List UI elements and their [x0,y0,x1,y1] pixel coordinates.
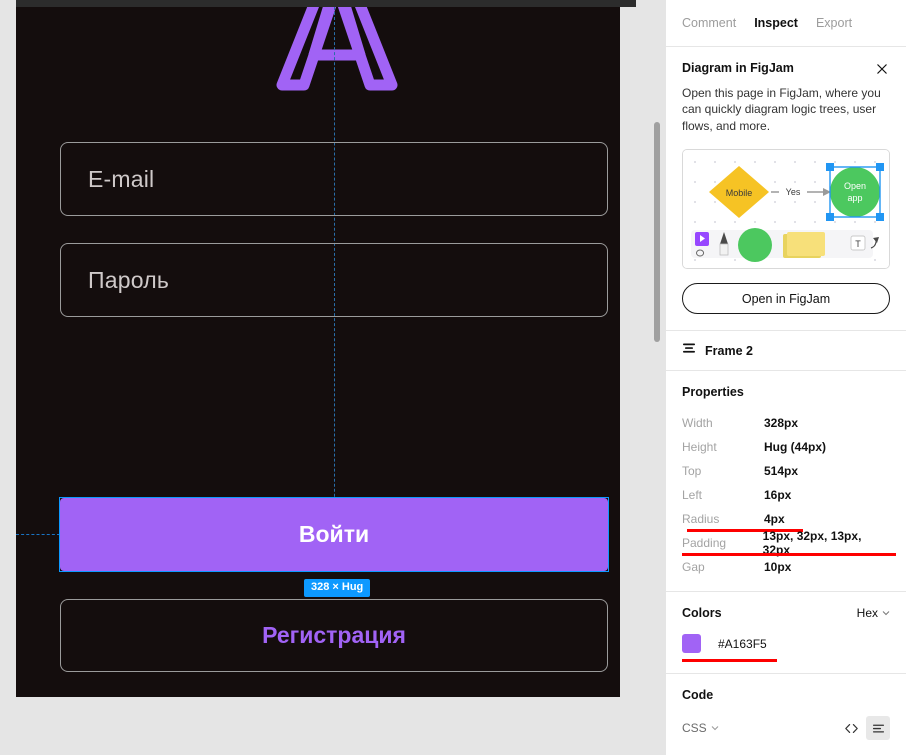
figjam-description: Open this page in FigJam, where you can … [682,86,881,133]
open-in-figjam-button[interactable]: Open in FigJam [682,283,890,315]
register-button[interactable]: Регистрация [60,599,608,672]
property-label: Width [682,416,713,431]
figjam-preview-image: Mobile Yes Open app [682,149,890,270]
code-title: Code [682,688,714,703]
properties-title: Properties [682,385,744,400]
property-value: 514px [764,464,799,479]
tab-export[interactable]: Export [815,16,853,30]
colors-header: Colors Hex [682,606,890,620]
code-section: Code CSS [666,673,906,750]
canvas-vertical-scrollbar[interactable] [654,122,660,342]
svg-text:Mobile: Mobile [726,188,753,198]
login-button[interactable]: Войти [60,498,608,571]
property-row-width: Width 328px [682,411,890,435]
property-row-gap: Gap 10px [682,555,890,579]
property-label: Padding [682,536,727,551]
color-entry[interactable]: #A163F5 [682,634,890,663]
password-field[interactable]: Пароль [60,243,608,317]
layer-name: Frame 2 [705,343,753,358]
colors-section: Colors Hex #A163F5 [666,592,906,665]
tab-inspect[interactable]: Inspect [754,16,798,30]
code-language-label: CSS [682,721,707,736]
figjam-card-header: Diagram in FigJam [682,61,890,77]
alignment-guide-horizontal [16,534,60,535]
login-button-label: Войти [298,521,370,547]
color-swatch [682,634,701,654]
code-brackets-icon[interactable] [839,716,863,740]
code-view-toggle [839,716,890,741]
property-label: Gap [682,560,705,575]
alignment-guide-vertical [334,7,335,567]
highlight-underline-padding [682,553,896,557]
property-value: 10px [764,560,792,575]
auto-layout-vertical-icon [682,341,696,360]
highlight-underline-radius [687,529,803,533]
color-format-dropdown[interactable]: Hex [857,606,890,620]
tab-comment[interactable]: Comment [682,16,737,30]
divider [666,591,906,593]
chevron-down-icon [882,606,890,620]
property-value: Hug (44px) [764,440,827,455]
svg-text:app: app [847,193,862,203]
close-icon[interactable] [874,61,890,77]
property-label: Height [682,440,717,455]
property-label: Radius [682,512,720,527]
figjam-promo-card: Diagram in FigJam Open this page in FigJ… [666,47,906,332]
selected-layer-row[interactable]: Frame 2 [666,331,906,372]
property-row-padding: Padding 13px, 32px, 13px, 32px [682,529,896,557]
color-hex-value: #A163F5 [718,636,767,651]
svg-text:T: T [855,239,861,249]
chevron-down-icon [711,721,719,735]
colors-title: Colors [682,606,722,621]
svg-text:Yes: Yes [786,187,801,197]
email-field[interactable]: E-mail [60,142,608,216]
password-field-placeholder: Пароль [88,266,170,293]
property-label: Left [682,488,703,503]
mobile-login-frame[interactable]: E-mail Пароль Войти 328 × Hug Регистраци… [16,7,620,697]
property-value: 16px [764,488,792,503]
color-format-label: Hex [856,606,878,621]
property-row-radius: Radius 4px [682,507,890,533]
properties-section: Properties Width 328px Height Hug (44px)… [666,371,906,591]
properties-list: Width 328px Height Hug (44px) Top 514px … [682,411,896,579]
property-row-top: Top 514px [682,459,890,483]
property-label: Top [682,464,702,479]
register-button-label: Регистрация [262,622,406,648]
property-value: 4px [764,512,785,527]
code-toolbar: CSS [682,716,890,741]
property-row-height: Height Hug (44px) [682,435,890,459]
design-canvas[interactable]: E-mail Пароль Войти 328 × Hug Регистраци… [0,0,666,755]
open-in-figjam-label: Open in FigJam [741,291,831,306]
svg-text:Open: Open [844,181,866,191]
selection-size-badge: 328 × Hug [304,579,371,597]
right-panel: Comment Inspect Export Diagram in FigJam… [666,0,906,755]
code-language-dropdown[interactable]: CSS [682,721,719,735]
logo-mark [252,7,422,95]
canvas-top-strip [16,0,636,7]
property-row-left: Left 16px [682,483,890,507]
highlight-underline-color [682,659,777,663]
figjam-title: Diagram in FigJam [682,61,794,75]
email-field-placeholder: E-mail [88,165,155,192]
property-value: 328px [764,416,799,431]
code-list-icon[interactable] [866,716,890,741]
panel-tabs: Comment Inspect Export [666,0,906,47]
